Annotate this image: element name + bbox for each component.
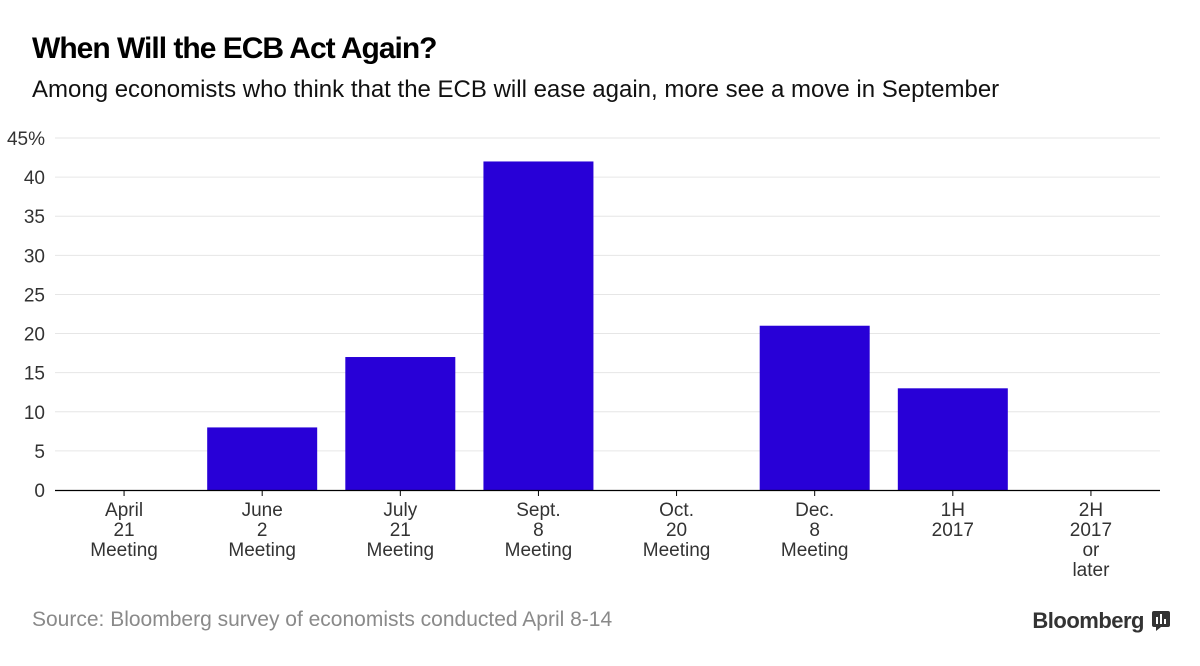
- bars: [207, 161, 1008, 490]
- x-tick-label: 2H 2017 or later: [1070, 500, 1112, 581]
- bar: [345, 357, 456, 490]
- y-tick-label: 10: [24, 403, 45, 424]
- x-axis: [55, 489, 1160, 496]
- brand-name: Bloomberg: [1032, 608, 1144, 633]
- y-tick-label: 30: [24, 246, 45, 267]
- x-tick-label: 1H 2017: [932, 500, 974, 541]
- y-axis-ticks: 0 5 10 15 20 25 30 35 40 45%: [7, 129, 45, 502]
- y-tick-label: 45%: [7, 129, 45, 150]
- y-tick-label: 0: [34, 481, 45, 502]
- y-tick-label: 15: [24, 364, 45, 385]
- x-tick-label: July 21 Meeting: [367, 500, 435, 561]
- chart-title: When Will the ECB Act Again?: [32, 32, 437, 65]
- y-tick-label: 20: [24, 325, 45, 346]
- x-tick-label: Dec. 8 Meeting: [781, 500, 849, 561]
- bar-chart: 0 5 10 15 20 25 30 35 40 45% April 21 Meeting June 2 M…: [7, 129, 1160, 581]
- bar: [483, 161, 594, 490]
- y-tick-label: 40: [24, 168, 45, 189]
- bloomberg-terminal-icon: [1152, 611, 1170, 631]
- bar: [759, 325, 870, 490]
- grid-lines: [55, 137, 1160, 452]
- bar: [207, 427, 318, 490]
- x-tick-label: Sept. 8 Meeting: [505, 500, 573, 561]
- brand-logo: Bloomberg: [1032, 608, 1170, 634]
- y-tick-label: 5: [34, 442, 45, 463]
- chart-subtitle: Among economists who think that the ECB …: [32, 76, 1000, 103]
- bar: [897, 388, 1008, 490]
- x-axis-ticks: April 21 Meeting June 2 Meeting July 21 Meeting S…: [90, 500, 1112, 581]
- y-tick-label: 25: [24, 285, 45, 306]
- source-note: Source: Bloomberg survey of economists c…: [32, 608, 613, 631]
- x-tick-label: Oct. 20 Meeting: [643, 500, 711, 561]
- x-tick-label: June 2 Meeting: [228, 500, 296, 561]
- x-tick-label: April 21 Meeting: [90, 500, 158, 561]
- y-tick-label: 35: [24, 207, 45, 228]
